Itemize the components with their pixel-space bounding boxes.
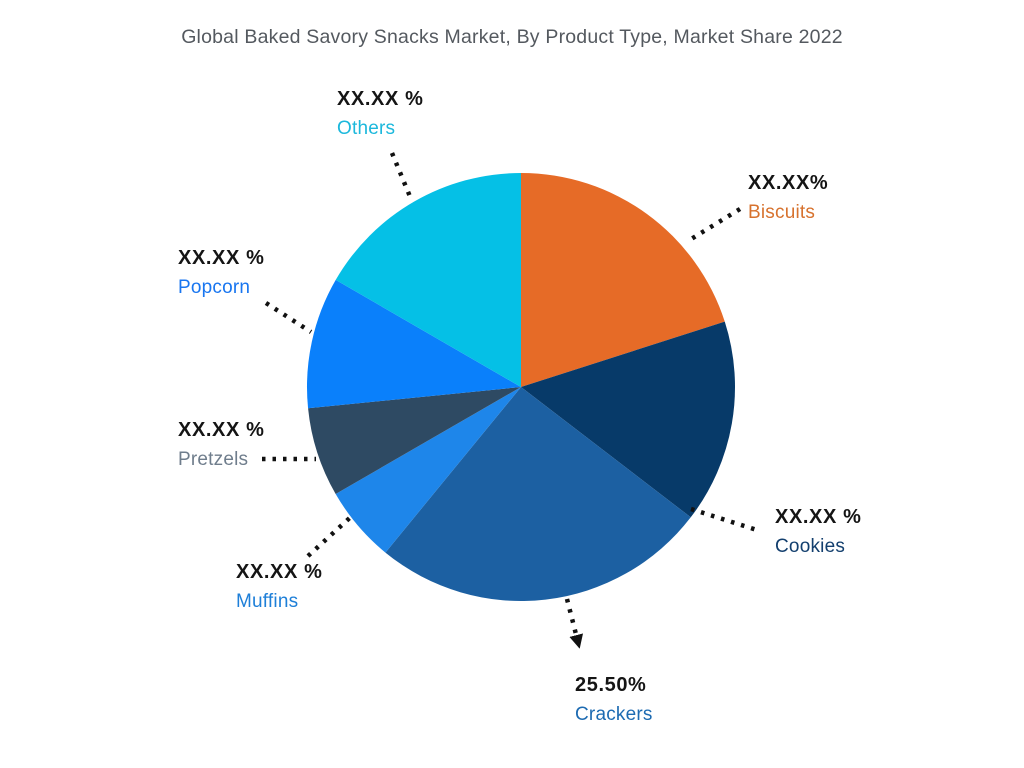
pie-slice-crackers[interactable] [385,387,691,601]
label-muffins: XX.XX % Muffins [236,561,322,613]
category-cookies: Cookies [775,536,846,557]
value-biscuits: XX.XX% [748,172,829,194]
chart-title: Global Baked Savory Snacks Market, By Pr… [181,26,843,48]
label-biscuits: XX.XX% Biscuits [748,172,828,224]
value-popcorn: XX.XX % [178,247,265,269]
category-biscuits: Biscuits [748,202,816,223]
leader-line-muffins [306,512,356,558]
category-muffins: Muffins [236,591,299,612]
leader-line-cookies [690,506,761,534]
label-others: XX.XX % Others [337,88,423,140]
pie-slice-muffins[interactable] [335,387,521,553]
pie-slice-cookies[interactable] [521,321,735,518]
label-cookies: XX.XX % Cookies [775,506,861,558]
pie-slice-others[interactable] [335,173,521,387]
value-muffins: XX.XX % [236,561,323,583]
pie-slice-biscuits[interactable] [521,173,725,387]
category-pretzels: Pretzels [178,449,249,470]
leader-line-popcorn [264,301,313,334]
value-others: XX.XX % [337,88,424,110]
leader-lines [262,152,761,649]
label-popcorn: XX.XX % Popcorn [178,247,264,299]
category-others: Others [337,118,396,139]
category-crackers: Crackers [575,704,653,725]
leader-line-others [389,152,414,200]
pie-slice-pretzels[interactable] [308,387,521,494]
leader-line-crackers [564,598,584,649]
value-pretzels: XX.XX % [178,419,265,441]
leader-line-biscuits [686,207,742,243]
label-crackers: 25.50% Crackers [575,674,653,726]
label-pretzels: XX.XX % Pretzels [178,419,264,471]
value-cookies: XX.XX % [775,506,862,528]
value-crackers: 25.50% [575,674,647,696]
pie-slices [306,173,735,601]
category-popcorn: Popcorn [178,277,251,298]
pie-slice-popcorn[interactable] [306,279,521,409]
